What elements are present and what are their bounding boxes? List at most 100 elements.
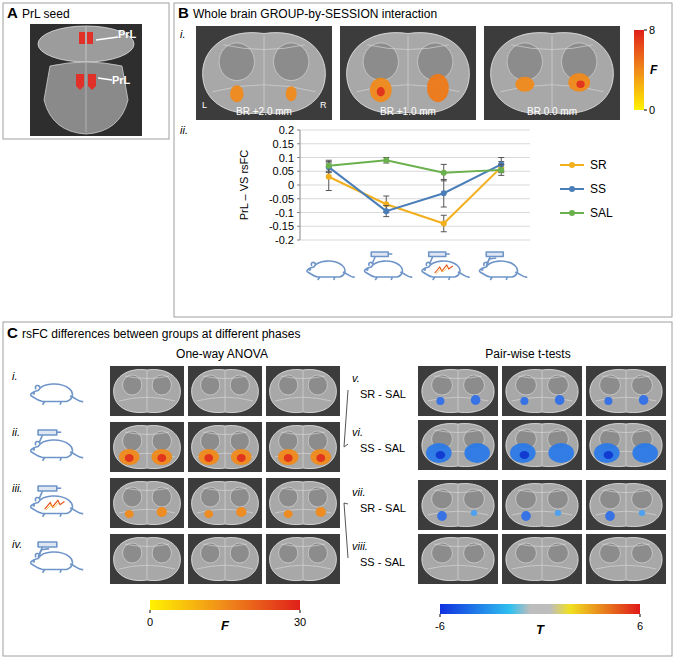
- error-bar-cap: [441, 231, 447, 232]
- slice-bg: [266, 534, 340, 584]
- series-line: [329, 167, 502, 223]
- brain-outline: [270, 482, 337, 525]
- atlas-line: [119, 397, 175, 401]
- colorbar-tick: [300, 610, 301, 613]
- activation-blob: [568, 73, 590, 92]
- mouse-part: [515, 272, 527, 277]
- mouse-part: [372, 257, 375, 264]
- panel-frame: [174, 3, 672, 317]
- slice-bg: [586, 480, 666, 530]
- grid-line: [300, 185, 530, 186]
- error-bar: [498, 164, 504, 175]
- row-label: iv.: [12, 538, 22, 550]
- brain-outline: [422, 370, 494, 413]
- atlas-region: [507, 43, 542, 81]
- mouse-icon: [31, 384, 84, 405]
- slice-bg: [188, 478, 262, 528]
- brain-slice: [110, 366, 184, 416]
- axis-title: PrL – VS rsFC: [238, 150, 250, 221]
- tick-label: -0.2: [275, 234, 294, 246]
- activation-blob: [437, 511, 447, 521]
- atlas-line: [512, 565, 573, 569]
- atlas-line: [203, 432, 247, 435]
- activation-blob: [284, 454, 293, 462]
- brain-slice: [418, 420, 498, 470]
- error-bar-cap: [441, 180, 447, 181]
- mouse-part: [38, 549, 49, 558]
- activation-blob: [605, 511, 615, 521]
- slice-bg: [196, 26, 332, 120]
- atlas-line: [303, 371, 304, 411]
- atlas-line: [458, 371, 459, 411]
- marker: [383, 208, 389, 214]
- slice-bg: [188, 422, 262, 472]
- mouse-icon: [422, 252, 470, 280]
- brain-outline: [192, 482, 259, 525]
- mouse-part: [70, 396, 83, 402]
- atlas-line: [596, 511, 657, 515]
- brain-slice: [110, 534, 184, 584]
- atlas-line: [197, 565, 253, 569]
- activation-blob: [520, 451, 530, 459]
- activation-blob: [204, 454, 213, 462]
- slice-bg: [484, 26, 620, 120]
- row-label: v.: [352, 372, 360, 384]
- connector: [344, 503, 348, 558]
- atlas-line: [275, 565, 331, 569]
- atlas-line: [602, 430, 650, 433]
- marker: [326, 163, 332, 169]
- error-bar: [326, 160, 332, 171]
- brain-outline: [590, 424, 662, 467]
- comparison-label: SS - SAL: [360, 556, 405, 568]
- orientation-label: L: [202, 100, 207, 110]
- atlas-line: [542, 485, 543, 525]
- brain-slice: [418, 366, 498, 416]
- atlas-line: [203, 544, 247, 547]
- atlas-line: [434, 544, 482, 547]
- atlas-line: [203, 376, 247, 379]
- mouse-part: [33, 505, 34, 506]
- atlas-line: [552, 35, 553, 110]
- activation-blob: [157, 507, 167, 517]
- slice-bg: [110, 534, 184, 584]
- marker: [383, 157, 389, 163]
- legend-label: SS: [590, 182, 606, 196]
- activation-blob: [151, 449, 172, 465]
- atlas-line: [458, 425, 459, 465]
- grid-line: [300, 157, 530, 158]
- atlas-line: [303, 539, 304, 579]
- atlas-line: [542, 539, 543, 579]
- atlas-region: [274, 43, 309, 81]
- mouse-part: [429, 252, 446, 257]
- brain-slice: [418, 480, 498, 530]
- brain-outline: [422, 424, 494, 467]
- mouse-part: [318, 277, 335, 280]
- brain-slice: [586, 420, 666, 470]
- brain-outline: [270, 370, 337, 413]
- brain-outline: [590, 484, 662, 527]
- colorbar-tick: [440, 614, 441, 617]
- brain-slice: [110, 422, 184, 472]
- brain-outline: [422, 484, 494, 527]
- colorbar-tick: [644, 30, 647, 31]
- atlas-line: [281, 488, 325, 491]
- brain-slice: [196, 26, 332, 120]
- atlas-line: [86, 62, 87, 132]
- brain-outline: [192, 370, 259, 413]
- atlas-line: [125, 488, 169, 491]
- brain-outline: [114, 426, 181, 469]
- error-bar: [441, 180, 447, 208]
- panel-letter: C: [7, 324, 18, 341]
- activation-blob: [286, 86, 297, 101]
- mouse-part: [31, 384, 73, 402]
- activation-blob: [204, 510, 213, 518]
- error-bar: [441, 215, 447, 232]
- atlas-line: [303, 483, 304, 523]
- slice-bg: [418, 480, 498, 530]
- grid-line: [300, 198, 530, 199]
- marker: [441, 170, 447, 176]
- connector: [344, 390, 348, 447]
- colorbar-tick-label: 0: [147, 616, 153, 628]
- brain-slice: [266, 534, 340, 584]
- error-bar-cap: [498, 157, 504, 158]
